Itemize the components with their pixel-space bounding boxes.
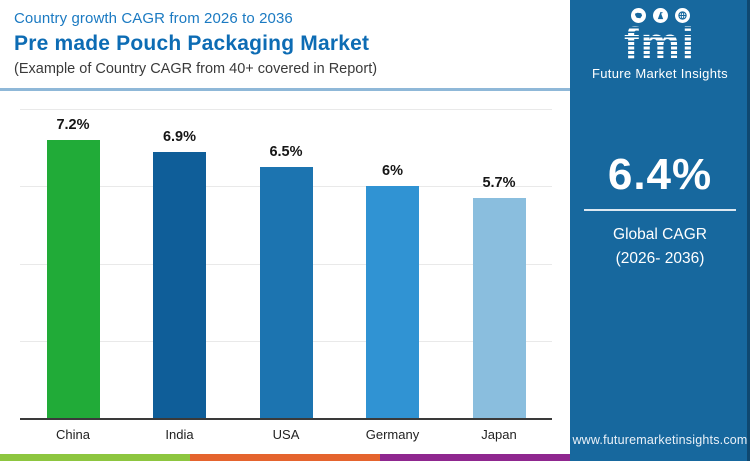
brand-name: Future Market Insights (592, 65, 728, 81)
bar-china[interactable] (46, 139, 100, 418)
sidebar-edge-accent (747, 0, 750, 461)
stat-value: 6.4% (607, 150, 713, 199)
bar-chart-plot: 7.2% 6.9% 6.5% 6% 5.7% (20, 99, 552, 420)
footer-color-strip (0, 454, 570, 461)
bar-column-india: 6.9% (153, 99, 206, 418)
flag-mountain-icon (652, 8, 668, 23)
bar-value-usa: 6.5% (269, 143, 303, 160)
stat-divider (584, 209, 736, 211)
x-axis-labels: China India USA Germany Japan (20, 427, 552, 447)
global-cagr-stat: 6.4% Global CAGR (2026- 2036) (570, 150, 750, 271)
sidebar: fmi Future Market Insights 6.4% Global C… (570, 0, 750, 461)
bar-india[interactable] (153, 151, 206, 418)
header-divider (0, 88, 570, 91)
page-title: Pre made Pouch Packaging Market (14, 32, 370, 55)
bar-usa[interactable] (259, 166, 313, 418)
header-subtitle: (Example of Country CAGR from 40+ covere… (14, 61, 378, 77)
stat-label: Global CAGR (2026- 2036) (570, 223, 750, 271)
stat-label-line2: (2026- 2036) (615, 250, 705, 268)
bar-germany[interactable] (366, 186, 419, 418)
website-url[interactable]: www.futuremarketinsights.com (572, 433, 748, 447)
bar-value-germany: 6% (382, 163, 403, 180)
strip-segment-2 (190, 454, 380, 461)
strip-segment-3 (380, 454, 570, 461)
logo-word: fmi (624, 19, 696, 68)
gridline-8 (20, 109, 552, 110)
x-label-germany: Germany (365, 427, 420, 442)
bar-value-india: 6.9% (162, 128, 197, 145)
logo-icons (570, 8, 750, 23)
bar-column-japan: 5.7% (472, 99, 526, 418)
map-icon (630, 8, 646, 23)
x-label-usa: USA (272, 427, 300, 442)
x-label-china: China (56, 427, 90, 442)
x-axis-line (20, 418, 552, 420)
header-eyebrow: Country growth CAGR from 2026 to 2036 (14, 10, 293, 27)
bar-column-germany: 6% (366, 99, 419, 418)
header: Country growth CAGR from 2026 to 2036 Pr… (0, 0, 570, 91)
strip-segment-1 (0, 454, 190, 461)
fmi-logo: fmi Future Market Insights (570, 8, 750, 81)
bar-column-china: 7.2% (46, 99, 100, 418)
x-label-india: India (165, 427, 194, 442)
bar-japan[interactable] (472, 197, 526, 418)
globe-icon (674, 8, 690, 23)
x-label-japan: Japan (481, 427, 517, 442)
bar-value-japan: 5.7% (482, 174, 516, 191)
bar-value-china: 7.2% (56, 116, 90, 133)
stat-label-line1: Global CAGR (613, 226, 707, 243)
bar-column-usa: 6.5% (259, 99, 313, 418)
